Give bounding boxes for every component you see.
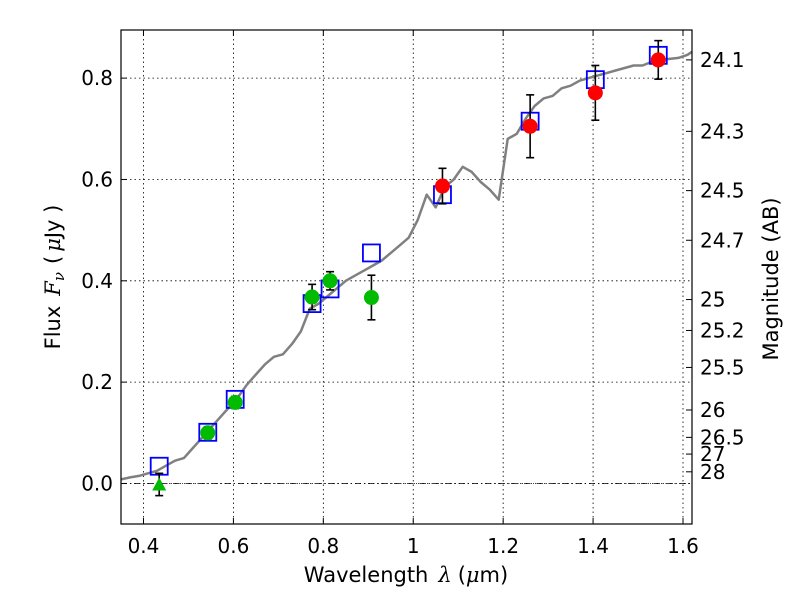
magnitude-tick-label: 28 xyxy=(700,460,725,484)
x-tick-label: 0.4 xyxy=(128,534,160,558)
x-tick-label: 1.6 xyxy=(667,534,699,558)
y-tick-labels: 0.0 0.2 0.4 0.6 0.8 xyxy=(81,66,113,495)
y-axis-title: FluxFν(μJy ) xyxy=(41,205,68,350)
ground-detection-point xyxy=(304,289,320,305)
magnitude-tick-label: 24.1 xyxy=(700,48,745,72)
model-photometry-square xyxy=(362,243,381,263)
y-tick-label: 0.4 xyxy=(81,269,113,293)
axis-ticks xyxy=(121,30,692,524)
ground-detection-point xyxy=(227,394,243,410)
hst-detection-point xyxy=(650,52,666,68)
magnitude-tick-label: 27 xyxy=(700,442,725,466)
y-tick-label: 0.8 xyxy=(81,66,113,90)
y-tick-label: 0.0 xyxy=(81,471,113,495)
y-tick-label: 0.2 xyxy=(81,370,113,394)
model-photometry-square xyxy=(198,422,218,442)
magnitude-tick-label: 26.5 xyxy=(700,425,745,449)
hst-detection-point xyxy=(587,85,603,101)
ground-detection-point xyxy=(200,425,216,441)
hst-detection-point xyxy=(522,118,538,134)
x-axis-title: Wavelength λ (μm) xyxy=(304,563,508,587)
hst-detection-point xyxy=(434,178,450,194)
plot-frame xyxy=(120,29,693,525)
magnitude-tick-label: 24.5 xyxy=(700,179,745,203)
plot-area xyxy=(121,30,692,524)
ground-detection-point xyxy=(363,290,379,306)
x-tick-label: 1 xyxy=(407,534,420,558)
magnitude-tick-label: 25 xyxy=(700,288,725,312)
x-tick-label: 0.8 xyxy=(307,534,339,558)
model-sed-line xyxy=(120,50,693,481)
y2-axis-title: Magnitude (AB) xyxy=(759,197,783,360)
data-markers xyxy=(149,39,668,497)
magnitude-tick-label: 26 xyxy=(700,398,725,422)
magnitude-tick-label: 24.3 xyxy=(700,119,745,143)
x-tick-label: 1.4 xyxy=(577,534,609,558)
x-tick-labels: 0.4 0.6 0.8 1 1.2 1.4 1.6 xyxy=(128,534,699,558)
x-tick-label: 0.6 xyxy=(217,534,249,558)
upper-limit-triangle xyxy=(152,477,167,491)
magnitude-tick-label: 24.7 xyxy=(700,228,745,252)
model-sed-curve xyxy=(120,50,693,481)
x-tick-label: 1.2 xyxy=(487,534,519,558)
ground-detection-point xyxy=(322,273,338,289)
magnitude-tick-label: 25.2 xyxy=(700,318,745,342)
y-tick-label: 0.6 xyxy=(81,167,113,191)
magnitude-tick-label: 25.5 xyxy=(700,355,745,379)
